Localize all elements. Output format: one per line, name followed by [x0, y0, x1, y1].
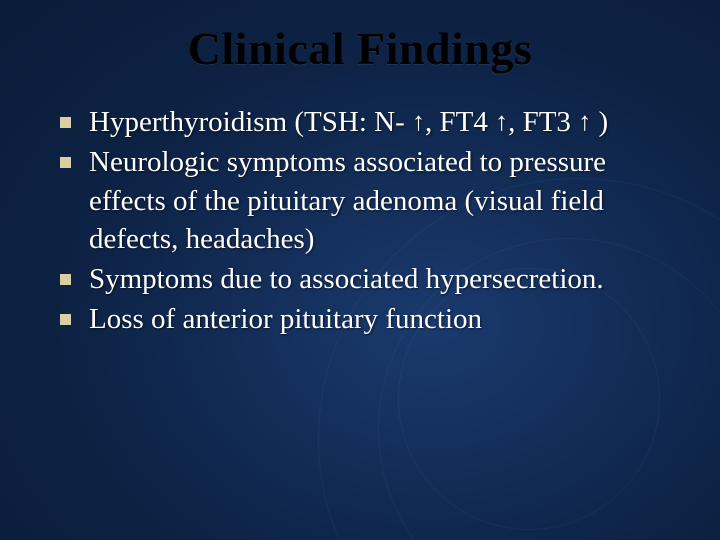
- slide-title: Clinical Findings: [0, 0, 720, 75]
- bullet-icon: [60, 157, 71, 168]
- text-fragment: , FT3: [508, 106, 578, 138]
- up-arrow-icon: ↑: [412, 108, 425, 134]
- bullet-icon: [60, 117, 71, 128]
- bullet-icon: [60, 314, 71, 325]
- list-item: Neurologic symptoms associated to pressu…: [60, 143, 670, 258]
- list-item: Loss of anterior pituitary function: [60, 300, 670, 338]
- list-item: Symptoms due to associated hypersecretio…: [60, 260, 670, 298]
- bullet-text: Loss of anterior pituitary function: [89, 300, 670, 338]
- bullet-icon: [60, 274, 71, 285]
- up-arrow-icon: ↑: [578, 108, 591, 134]
- bullet-text: Hyperthyroidism (TSH: N- ↑, FT4 ↑, FT3 ↑…: [89, 103, 670, 141]
- bullet-text: Neurologic symptoms associated to pressu…: [89, 143, 670, 258]
- text-fragment: ): [591, 106, 608, 138]
- up-arrow-icon: ↑: [495, 108, 508, 134]
- text-fragment: Hyperthyroidism (TSH: N-: [89, 106, 412, 138]
- bullet-text: Symptoms due to associated hypersecretio…: [89, 260, 670, 298]
- text-fragment: , FT4: [425, 106, 495, 138]
- list-item: Hyperthyroidism (TSH: N- ↑, FT4 ↑, FT3 ↑…: [60, 103, 670, 141]
- slide-body: Hyperthyroidism (TSH: N- ↑, FT4 ↑, FT3 ↑…: [0, 75, 720, 339]
